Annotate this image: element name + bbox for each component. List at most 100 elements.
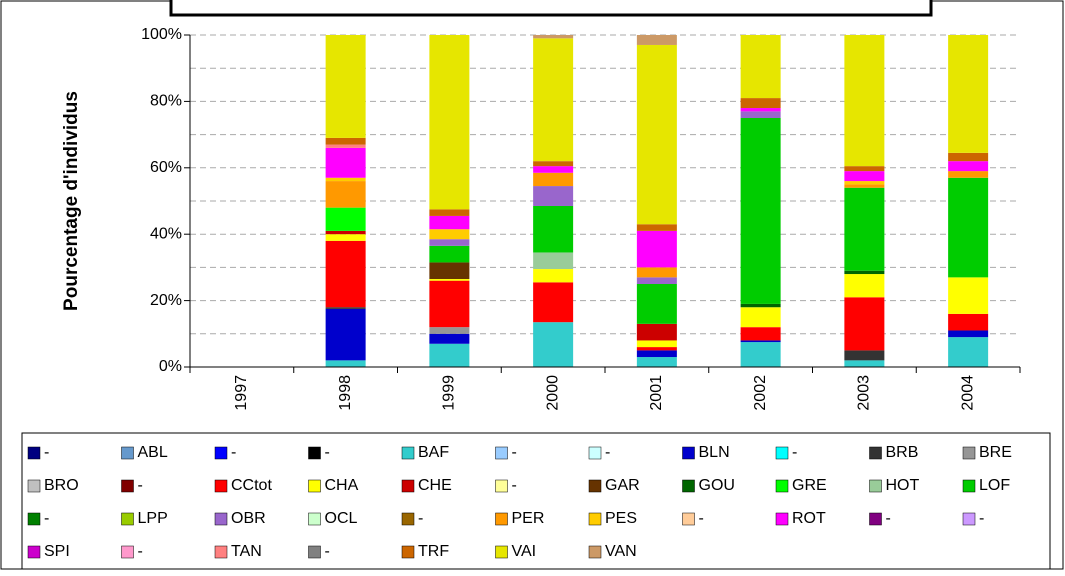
legend-swatch [588, 479, 602, 493]
title-box [169, 0, 933, 17]
legend-swatch [682, 512, 695, 526]
legend-label: - [979, 510, 984, 527]
legend-label: CCtot [231, 477, 272, 494]
legend-label: - [325, 543, 330, 560]
legend-label: OCL [325, 510, 358, 527]
y-tick-label: 0% [159, 358, 182, 375]
legend-swatch [121, 545, 134, 559]
bar-segment [636, 347, 677, 351]
legend-label: - [605, 444, 610, 461]
legend-label: OBR [231, 510, 266, 527]
y-tick-label: 60% [150, 159, 182, 176]
bar-segment [533, 166, 574, 173]
bar-segment [429, 215, 470, 230]
legend-label: GOU [699, 477, 735, 494]
bar-segment [844, 166, 885, 172]
legend-label: - [44, 444, 49, 461]
bar-segment [844, 350, 885, 361]
legend-swatch [401, 446, 415, 460]
legend-label: HOT [886, 477, 920, 494]
legend-label: BAF [418, 444, 449, 461]
bar-segment [636, 35, 677, 45]
bar-segment [325, 230, 366, 235]
legend-label: LOF [979, 477, 1010, 494]
bar-segment [533, 252, 574, 270]
bar-segment [740, 307, 781, 328]
legend-swatch [962, 446, 976, 460]
bar-segment [740, 342, 781, 367]
x-tick-label: 2002 [752, 375, 769, 411]
bar-segment [844, 297, 885, 351]
bar-segment [325, 137, 366, 145]
bar-segment [325, 35, 366, 138]
bar-segment [533, 282, 574, 323]
legend-swatch [962, 479, 976, 493]
legend-swatch [214, 446, 228, 460]
y-tick-label: 40% [150, 225, 182, 242]
bar-segment [844, 184, 885, 188]
legend-swatch [121, 446, 134, 460]
legend-swatch [775, 512, 789, 526]
bar-segment [325, 147, 366, 178]
bar-segment [325, 308, 366, 361]
legend-label: - [792, 444, 797, 461]
bar-segment [636, 340, 677, 348]
bar-segment [636, 230, 677, 268]
bar-segment [948, 35, 989, 153]
legend-swatch [308, 479, 321, 493]
bar-segment [844, 360, 885, 367]
bar-segment [636, 350, 677, 358]
legend-label: CHE [418, 477, 452, 494]
bar-segment [740, 111, 781, 118]
y-tick-label: 80% [150, 93, 182, 110]
x-tick-label: 1997 [233, 375, 250, 411]
bar-segment [740, 35, 781, 99]
bar-segment [325, 240, 366, 308]
legend-label: - [886, 510, 891, 527]
bar-segment [948, 330, 989, 338]
bar-segment [325, 360, 366, 367]
legend-swatch [495, 446, 508, 460]
bar-segment [533, 38, 574, 162]
bar-segment [533, 205, 574, 253]
legend-label: GRE [792, 477, 827, 494]
y-axis-label: Pourcentage d'individus [61, 91, 82, 311]
x-tick-label: 2003 [856, 375, 873, 411]
legend-swatch [401, 512, 415, 526]
legend-label: BRE [979, 444, 1012, 461]
legend-swatch [27, 446, 41, 460]
bar-segment [325, 207, 366, 231]
bar-segment [636, 284, 677, 324]
legend-label: - [44, 510, 49, 527]
legend-swatch [27, 479, 41, 493]
legend-label: SPI [44, 543, 70, 560]
legend-label: - [138, 543, 143, 560]
legend-swatch [308, 446, 321, 460]
bar-segment [636, 267, 677, 278]
legend-swatch [214, 545, 228, 559]
bar-segment [740, 98, 781, 109]
bar-segment [844, 270, 885, 275]
legend-label: - [418, 510, 423, 527]
legend-label: BRB [886, 444, 919, 461]
legend-swatch [495, 512, 508, 526]
legend-label: ROT [792, 510, 826, 527]
legend-swatch [308, 512, 321, 526]
legend-label: - [231, 444, 236, 461]
legend-swatch [962, 512, 976, 526]
bar-segment [533, 322, 574, 367]
bar-segment [429, 262, 470, 280]
bar-segment [429, 35, 470, 210]
bar-segment [948, 337, 989, 367]
legend-label: PER [512, 510, 545, 527]
bar-segment [429, 333, 470, 344]
y-tick-label: 20% [150, 292, 182, 309]
x-tick-label: 1998 [337, 375, 354, 411]
bar-segment [636, 277, 677, 284]
legend-swatch [27, 512, 41, 526]
legend-swatch [588, 512, 602, 526]
bar-segment [533, 269, 574, 283]
legend-label: PES [605, 510, 637, 527]
legend-label: CHA [325, 477, 359, 494]
legend-swatch [121, 512, 134, 526]
